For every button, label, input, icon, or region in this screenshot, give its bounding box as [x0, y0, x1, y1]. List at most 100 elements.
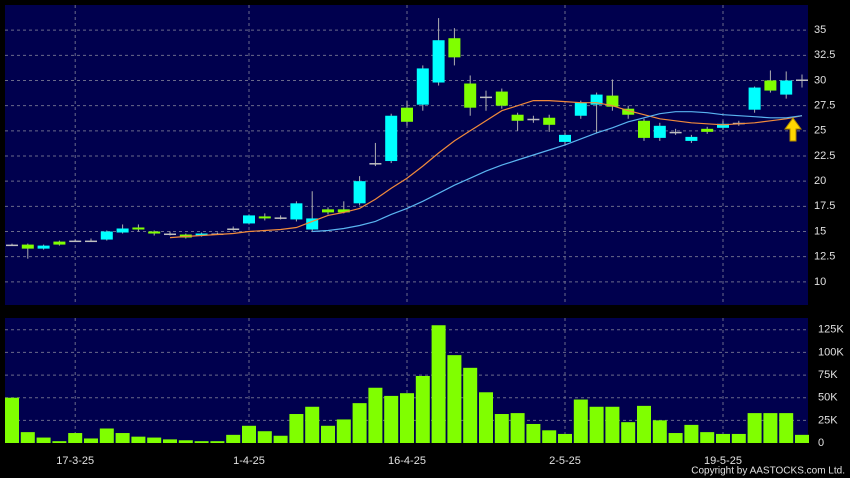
volume-bar [779, 413, 794, 443]
volume-bar [684, 424, 699, 443]
volume-bar [68, 433, 83, 443]
volume-bar [194, 441, 209, 443]
volume-bar [131, 436, 146, 443]
volume-bar [20, 432, 35, 443]
candle-body [116, 228, 129, 233]
volume-bar [226, 434, 241, 443]
volume-bar [542, 430, 557, 443]
volume-bar [99, 428, 114, 443]
candle-body [717, 123, 729, 128]
candle-body [227, 228, 240, 230]
candle-body [701, 128, 714, 132]
candle-body [574, 102, 587, 116]
candle-body [148, 231, 161, 234]
candle-body [590, 94, 603, 105]
y-tick-label: 0 [818, 437, 824, 449]
candle-body [195, 233, 208, 236]
volume-bar [400, 393, 414, 443]
x-tick-label: 19-5-25 [704, 455, 742, 467]
volume-bar [637, 405, 651, 443]
candle-body [85, 240, 97, 243]
candle-body [796, 79, 808, 81]
volume-bar [52, 441, 67, 443]
volume-bar [368, 387, 383, 443]
candle-body [69, 240, 82, 243]
candle-body [780, 80, 793, 95]
candle-body [37, 245, 50, 249]
y-tick-label: 125K [818, 324, 844, 336]
candle-body [164, 233, 176, 236]
volume-bar [289, 414, 304, 443]
y-tick-label: 30 [814, 74, 826, 86]
candle-body [448, 38, 461, 58]
candle-body [464, 83, 477, 108]
candle-body [243, 215, 255, 224]
volume-bar [84, 438, 98, 443]
volume-bar [716, 433, 730, 443]
volume-bar [273, 435, 288, 443]
x-tick-label: 1-4-25 [233, 455, 265, 467]
candle-body [21, 244, 34, 249]
candle-body [638, 120, 650, 138]
candle-body [53, 241, 66, 245]
volume-bar [558, 433, 572, 443]
volume-bar [147, 437, 162, 443]
y-tick-label: 17.5 [814, 200, 835, 212]
copyright: Copyright by AASTOCKS.com Ltd. [691, 466, 845, 477]
volume-bar [510, 413, 525, 443]
candle-body [669, 131, 682, 134]
volume-bar [479, 392, 493, 443]
y-tick-label: 50K [818, 392, 838, 404]
volume-bar [763, 413, 778, 443]
volume-bar [463, 367, 478, 443]
candle-body [511, 114, 524, 121]
ma-line [312, 111, 803, 233]
volume-bar [526, 423, 541, 443]
y-tick-label: 35 [814, 24, 826, 36]
x-tick-label: 16-4-25 [388, 455, 426, 467]
candle-body [764, 80, 777, 91]
volume-bar [573, 399, 588, 443]
y-tick-label: 100K [818, 346, 844, 358]
volume-bar [415, 375, 430, 443]
volume-bar [336, 419, 351, 443]
volume-bar [321, 425, 335, 443]
candle-body [337, 209, 350, 213]
volume-bar [668, 433, 683, 443]
candle-body [527, 118, 540, 121]
candle-body [559, 134, 571, 142]
volume-bar [178, 440, 193, 443]
plot-layer: 10 12.5 15 17.5 20 22.5 25 27.5 30 32.5 35 0 25K 50K 7… [5, 5, 844, 467]
volume-bar [352, 403, 367, 443]
candle-body [653, 125, 666, 138]
candle-body [416, 68, 429, 105]
candle-body [258, 216, 271, 219]
candle-body [369, 163, 382, 165]
candle-body [322, 209, 334, 213]
candle-body [622, 108, 635, 115]
candle-body [543, 117, 556, 125]
x-tick-label: 17-3-25 [56, 455, 94, 467]
volume-bar [305, 406, 320, 443]
ma-line [169, 100, 803, 239]
volume-bar [731, 433, 746, 443]
y-tick-label: 10 [814, 276, 826, 288]
candle-body [495, 91, 508, 106]
candle-body [432, 40, 445, 83]
volume-bar [447, 355, 462, 443]
volume-bar [384, 395, 399, 443]
y-tick-label: 12.5 [814, 251, 835, 263]
candle-body [132, 227, 145, 230]
volume-bar [431, 325, 446, 443]
y-tick-label: 20 [814, 175, 826, 187]
y-tick-label: 22.5 [814, 150, 835, 162]
candle-body [306, 218, 319, 230]
volume-bar [36, 437, 51, 443]
candle-body [290, 203, 303, 220]
volume-bar [747, 413, 762, 443]
y-tick-label: 15 [814, 225, 826, 237]
volume-bar [621, 422, 636, 443]
y-tick-label: 25K [818, 414, 838, 426]
candle-body [748, 87, 761, 110]
